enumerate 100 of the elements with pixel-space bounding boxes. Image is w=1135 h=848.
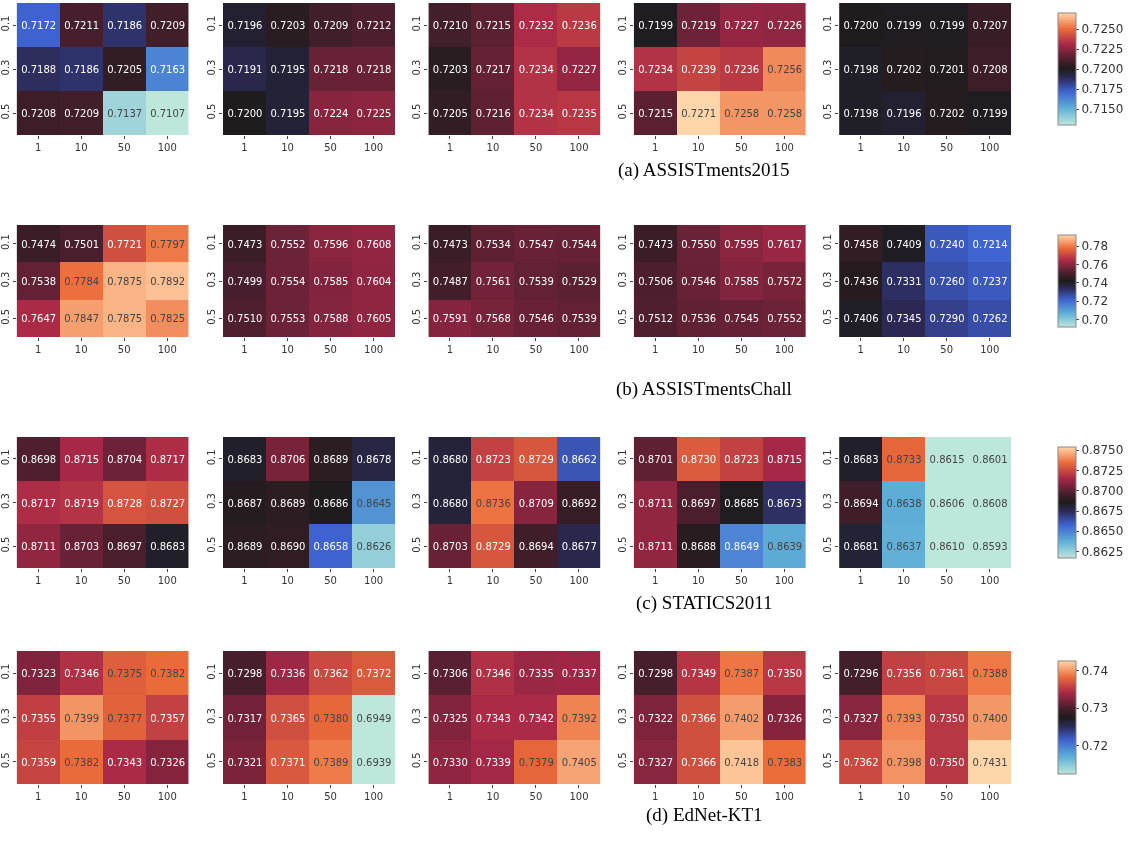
data-label: 0.8638 <box>886 497 922 509</box>
y-tick-label: 0.3 <box>411 271 423 288</box>
x-tick-label: 10 <box>691 791 705 802</box>
data-label: 0.8677 <box>561 540 597 552</box>
data-label: 0.7409 <box>886 238 922 250</box>
data-label: 0.7365 <box>270 712 306 724</box>
data-label: 0.7211 <box>64 19 100 31</box>
data-label: 0.7487 <box>432 275 468 287</box>
y-tick-label: 0.1 <box>0 234 11 251</box>
color-bar-label: 0.8725 <box>1081 463 1124 478</box>
data-label: 0.7721 <box>107 238 143 250</box>
data-label: 0.8593 <box>972 540 1008 552</box>
color-bar-label: 0.7150 <box>1081 102 1124 117</box>
x-tick-label: 10 <box>691 142 705 153</box>
data-label: 0.7345 <box>886 312 922 324</box>
data-label: 0.7217 <box>475 63 511 75</box>
x-tick-label: 10 <box>281 575 294 586</box>
data-label: 0.7538 <box>21 275 57 287</box>
data-label: 0.7400 <box>972 712 1008 724</box>
data-label: 0.8683 <box>843 453 879 465</box>
data-label: 0.8680 <box>432 497 468 509</box>
data-label: 0.7356 <box>886 667 922 679</box>
data-label: 0.8639 <box>767 540 803 552</box>
data-label: 0.7198 <box>843 107 879 119</box>
data-label: 0.6949 <box>356 712 392 724</box>
data-label: 0.7339 <box>475 756 511 768</box>
data-label: 0.8694 <box>843 497 879 509</box>
data-label: 0.7591 <box>432 312 468 324</box>
data-label: 0.7388 <box>972 667 1008 679</box>
data-label: 0.7322 <box>638 712 674 724</box>
data-label: 0.8706 <box>270 453 306 465</box>
data-label: 0.8626 <box>356 540 392 552</box>
data-label: 0.7172 <box>21 19 57 31</box>
data-label: 0.7240 <box>929 238 965 250</box>
text: (a) ASSISTments2015 <box>618 159 790 181</box>
data-label: 0.8723 <box>724 453 760 465</box>
data-label: 0.7201 <box>929 63 965 75</box>
data-label: 0.8711 <box>638 497 674 509</box>
data-label: 0.7366 <box>681 712 717 724</box>
y-tick-label: 0.1 <box>822 234 834 251</box>
data-label: 0.8685 <box>724 497 760 509</box>
data-label: 0.7209 <box>313 19 349 31</box>
x-tick-label: 10 <box>74 142 88 153</box>
color-bar-label: 0.7250 <box>1081 22 1124 37</box>
data-label: 0.7216 <box>475 107 511 119</box>
color-bar-label: 0.8625 <box>1081 544 1124 559</box>
data-label: 0.7362 <box>843 756 879 768</box>
y-tick-label: 0.1 <box>822 15 834 32</box>
data-label: 0.8683 <box>227 453 263 465</box>
data-label: 0.7539 <box>561 312 597 324</box>
data-label: 0.8703 <box>64 540 100 552</box>
data-label: 0.7323 <box>21 667 57 679</box>
text: (c) STATICS2011 <box>636 592 773 614</box>
data-label: 0.8615 <box>929 453 965 465</box>
data-label: 0.7236 <box>724 63 760 75</box>
data-label: 0.7290 <box>929 312 965 324</box>
data-label: 0.7208 <box>21 107 57 119</box>
x-tick-label: 100 <box>774 142 794 153</box>
text: (d) EdNet-KT1 <box>646 804 763 826</box>
data-label: 0.7512 <box>638 312 674 324</box>
data-label: 0.8736 <box>475 497 511 509</box>
data-label: 0.7539 <box>518 275 554 287</box>
data-label: 0.7406 <box>843 312 879 324</box>
data-label: 0.7234 <box>518 107 554 119</box>
data-label: 0.7544 <box>561 238 597 250</box>
data-label: 0.8717 <box>150 453 186 465</box>
data-label: 0.7350 <box>929 756 965 768</box>
data-label: 0.7327 <box>843 712 879 724</box>
x-tick-label: 10 <box>486 344 500 355</box>
y-tick-label: 0.5 <box>616 103 628 120</box>
data-label: 0.7510 <box>227 312 263 324</box>
data-label: 0.7327 <box>638 756 674 768</box>
y-tick-label: 0.5 <box>411 308 423 325</box>
data-label: 0.7608 <box>356 238 392 250</box>
data-label: 0.7605 <box>356 312 392 324</box>
y-tick-label: 0.5 <box>0 536 11 553</box>
y-tick-label: 0.1 <box>411 449 423 466</box>
color-bar-label: 0.74 <box>1081 663 1109 678</box>
data-label: 0.7561 <box>475 275 511 287</box>
data-label: 0.8717 <box>21 497 57 509</box>
data-label: 0.7209 <box>64 107 100 119</box>
y-tick-label: 0.5 <box>616 308 628 325</box>
x-tick-label: 1 <box>34 344 42 355</box>
data-label: 0.7371 <box>270 756 306 768</box>
color-bar-label: 0.76 <box>1081 257 1109 272</box>
data-label: 0.8678 <box>356 453 392 465</box>
data-label: 0.7163 <box>150 63 186 75</box>
x-tick-label: 50 <box>734 344 748 355</box>
y-tick-label: 0.5 <box>205 752 217 769</box>
x-tick-label: 50 <box>529 344 543 355</box>
color-bar-label: 0.8750 <box>1081 443 1124 458</box>
data-label: 0.7473 <box>227 238 263 250</box>
y-tick-label: 0.3 <box>411 493 423 509</box>
data-label: 0.7215 <box>638 107 674 119</box>
color-bar-label: 0.72 <box>1081 738 1109 753</box>
y-tick-label: 0.5 <box>205 103 217 120</box>
data-label: 0.7552 <box>767 312 803 324</box>
data-label: 0.8697 <box>107 540 143 552</box>
data-label: 0.8704 <box>107 453 143 465</box>
data-label: 0.7458 <box>843 238 879 250</box>
